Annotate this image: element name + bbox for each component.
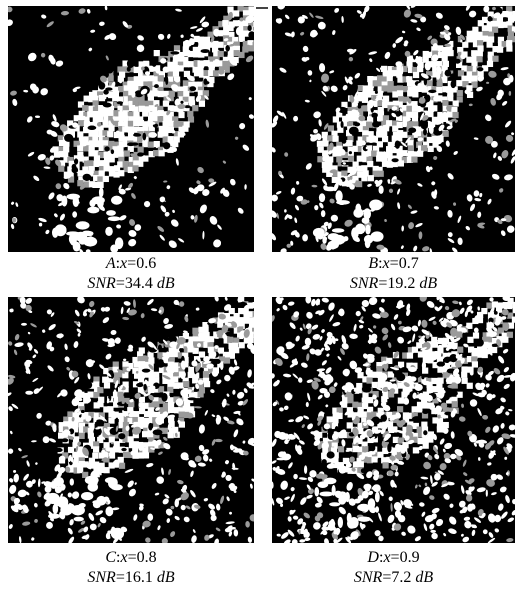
caption-a-snr-unit: dB	[156, 275, 175, 292]
caption-b-param: B:x=0.7	[368, 255, 419, 272]
noisy-image-a-canvas	[8, 6, 254, 252]
caption-c-snr-unit: dB	[156, 569, 175, 586]
caption-c-x-label: x	[120, 549, 128, 566]
noisy-image-c-canvas	[8, 297, 254, 543]
speckle-noise	[8, 297, 254, 543]
caption-c: C:x=0.8 SNR=16.1 dB	[8, 548, 254, 588]
caption-a-x-label: x	[120, 255, 128, 272]
noisy-image-a	[8, 6, 254, 252]
noisy-image-d	[272, 297, 515, 543]
caption-a-letter: A	[105, 255, 116, 272]
object-holes	[51, 301, 248, 466]
caption-d: D:x=0.9 SNR=7.2 dB	[272, 548, 515, 588]
lower-left-clutter	[314, 477, 381, 531]
caption-b-snr: SNR=19.2 dB	[349, 275, 438, 292]
speckle-noise	[272, 6, 515, 252]
caption-d-snr-label: SNR	[353, 569, 383, 586]
caption-b: B:x=0.7 SNR=19.2 dB	[272, 254, 515, 294]
lower-left-clutter	[51, 187, 124, 252]
caption-c-param: C:x=0.8	[105, 549, 157, 566]
caption-a-snr: SNR=34.4 dB	[87, 275, 175, 292]
divider-mark	[256, 7, 268, 9]
caption-a-param: A:x=0.6	[105, 255, 157, 272]
noisy-image-b	[272, 6, 515, 252]
caption-b-snr-value: 19.2	[387, 275, 416, 292]
caption-d-letter: D	[367, 549, 379, 566]
caption-c-snr: SNR=16.1 dB	[87, 569, 175, 586]
caption-b-snr-label: SNR	[349, 275, 379, 292]
object-region	[52, 6, 254, 189]
caption-a-x-value: 0.6	[136, 255, 157, 272]
lower-left-clutter	[45, 475, 125, 540]
lower-left-clutter	[312, 185, 384, 250]
caption-c-snr-value: 16.1	[124, 569, 153, 586]
caption-a-snr-label: SNR	[87, 275, 116, 292]
caption-c-snr-label: SNR	[87, 569, 116, 586]
caption-b-letter: B	[368, 255, 379, 272]
caption-d-x-value: 0.9	[399, 549, 420, 566]
caption-d-x-label: x	[383, 549, 391, 566]
noisy-image-d-canvas	[272, 297, 515, 543]
caption-a-snr-value: 34.4	[124, 275, 153, 292]
noisy-image-b-canvas	[272, 6, 515, 252]
caption-b-snr-unit: dB	[419, 275, 438, 292]
caption-d-param: D:x=0.9	[367, 549, 420, 566]
caption-a: A:x=0.6 SNR=34.4 dB	[8, 254, 254, 294]
noisy-image-c	[8, 297, 254, 543]
caption-b-x-value: 0.7	[398, 255, 419, 272]
caption-c-x-value: 0.8	[136, 549, 157, 566]
caption-c-letter: C	[105, 549, 117, 566]
caption-d-snr-value: 7.2	[391, 569, 412, 586]
caption-d-snr: SNR=7.2 dB	[353, 569, 434, 586]
caption-b-x-label: x	[382, 255, 390, 272]
caption-d-snr-unit: dB	[415, 569, 434, 586]
speckle-noise	[272, 297, 515, 543]
